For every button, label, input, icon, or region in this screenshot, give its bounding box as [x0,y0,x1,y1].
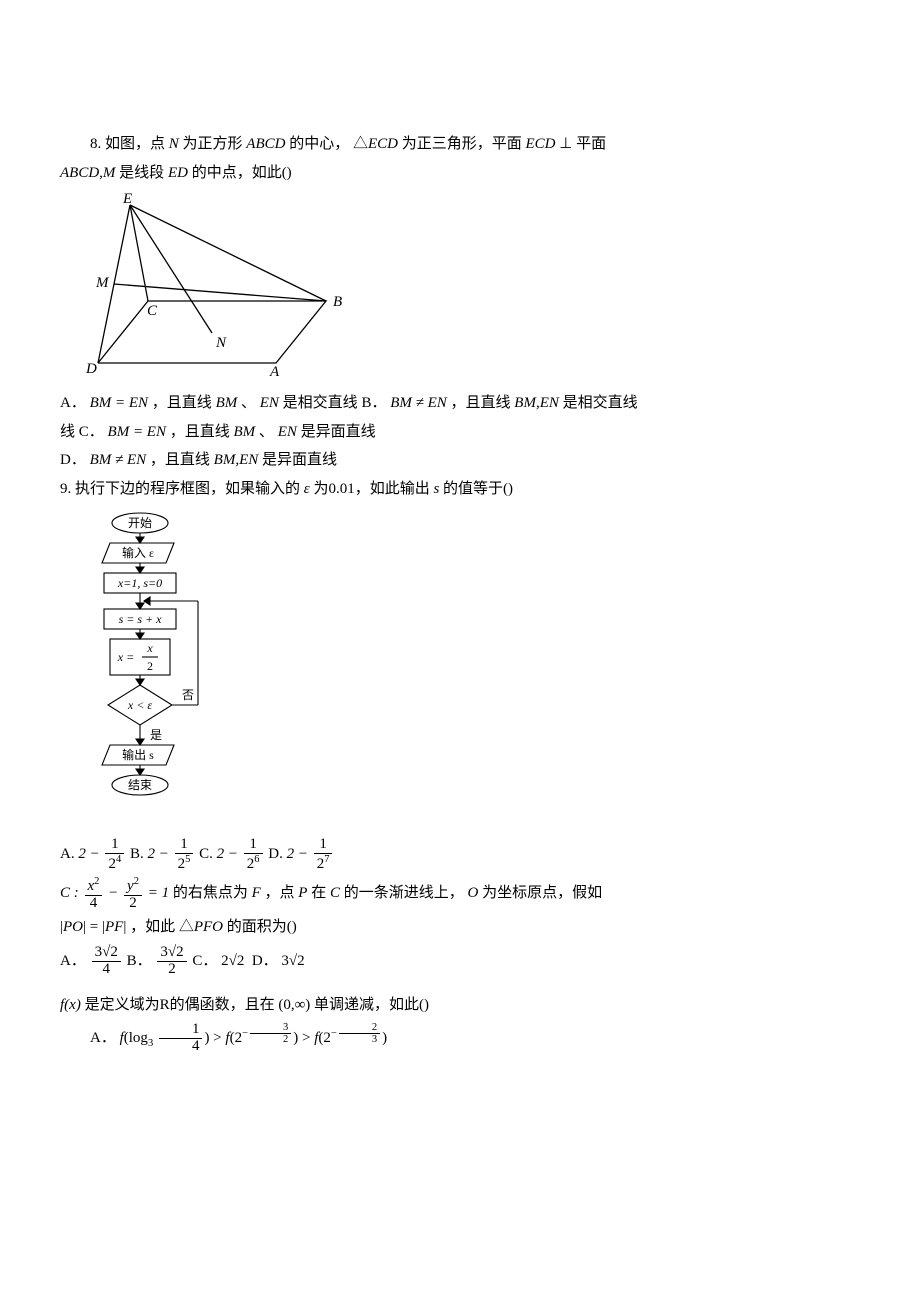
svg-text:是: 是 [150,728,162,742]
svg-text:否: 否 [182,688,194,702]
svg-text:结束: 结束 [128,778,152,792]
q11-stem: f(x) 是定义域为R的偶函数，且在 (0,∞) 单调递减，如此() [60,991,860,1020]
svg-text:N: N [215,335,227,351]
svg-text:A: A [269,364,280,380]
svg-text:C: C [147,303,158,319]
svg-text:输入 ε: 输入 ε [122,545,154,560]
svg-text:输出 s: 输出 s [122,747,154,762]
svg-text:2: 2 [147,659,153,673]
q8-options-line3: D． BM ≠ EN ，且直线 BM,EN 是异面直线 [60,446,860,475]
svg-text:开始: 开始 [128,516,152,530]
q10-stem-2: |PO| = |PF| ，如此 △PFO 的面积为() [60,913,860,942]
svg-text:E: E [122,193,132,207]
q9-flowchart: 开始 输入 ε x=1, s=0 s = s + x x = x 2 x < ε… [80,509,240,829]
svg-text:x < ε: x < ε [127,698,152,712]
q8-stem: 8. 如图，点 N 为正方形 ABCD 的中心， △ECD 为正三角形，平面 E… [60,130,860,159]
q11-option-A: A． f(log3 14) > f(2−32) > f(2−23) [60,1019,860,1058]
q8-stem-line2: ABCD,M 是线段 ED 的中点，如此() [60,159,860,188]
svg-text:s = s + x: s = s + x [119,612,163,626]
svg-text:x =: x = [117,650,134,664]
svg-text:x=1, s=0: x=1, s=0 [117,576,162,590]
q8-figure: E M C B N D A [80,193,360,383]
q8-options-line2: 线 C． BM = EN ，且直线 BM 、 EN 是异面直线 [60,418,860,447]
svg-text:x: x [146,641,153,655]
q9-num: 9. [60,481,71,497]
svg-text:M: M [95,275,110,291]
q8-options-line1: A． BM = EN ，且直线 BM 、 EN 是相交直线 B． BM ≠ EN… [60,389,860,418]
q10-stem: C : x24 − y22 = 1 的右焦点为 F ，点 P 在 C 的一条渐进… [60,874,860,913]
svg-text:D: D [85,361,97,377]
q9-options: A. 2 − 124 B. 2 − 125 C. 2 − 126 D. 2 − … [60,835,860,874]
q10-options: A． 3√24 B． 3√22 C． 2√2 D． 3√2 [60,942,860,981]
q8-num: 8. [90,136,101,152]
svg-text:B: B [333,294,342,310]
q9-stem: 9. 执行下边的程序框图，如果输入的 ε 为0.01，如此输出 s 的值等于() [60,475,860,504]
